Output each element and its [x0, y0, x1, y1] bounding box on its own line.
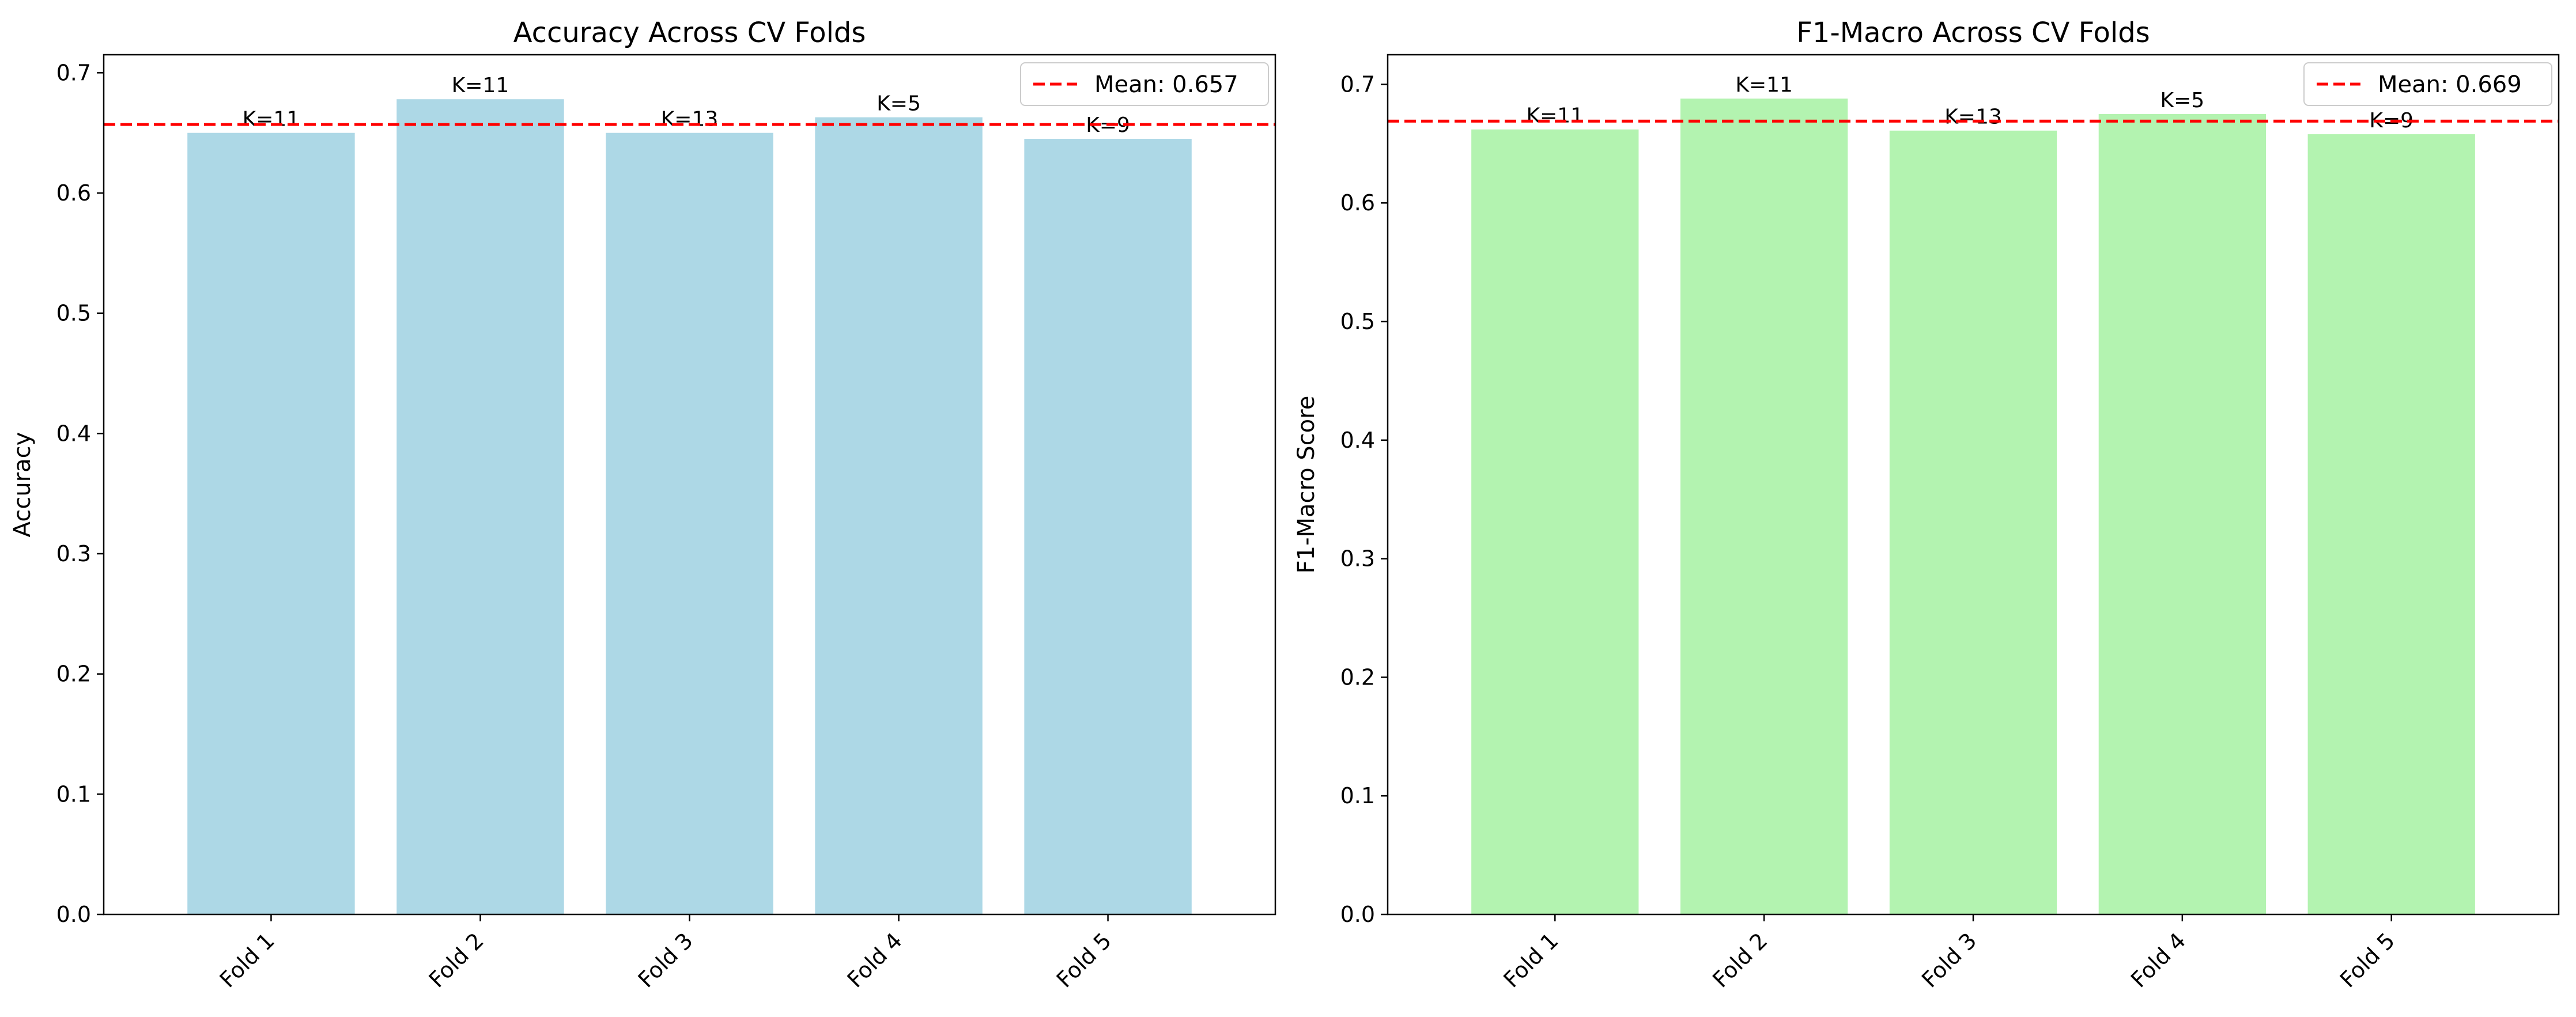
legend: Mean: 0.669	[2303, 62, 2552, 106]
bar-fold-2	[396, 99, 564, 915]
bar-label: K=11	[1735, 73, 1793, 97]
y-tick-label: 0.0	[56, 902, 91, 927]
x-tick-label: Fold 5	[1052, 928, 1116, 992]
bar-label: K=5	[2160, 89, 2205, 112]
y-tick-label: 0.0	[1340, 902, 1375, 927]
legend-label: Mean: 0.657	[1094, 71, 1238, 98]
bar-label: K=11	[452, 74, 509, 97]
y-tick-label: 0.7	[56, 60, 91, 85]
y-tick-label: 0.3	[56, 541, 91, 566]
chart-title: Accuracy Across CV Folds	[513, 17, 866, 49]
x-tick-label: Fold 1	[215, 928, 279, 992]
chart-title: F1-Macro Across CV Folds	[1796, 17, 2150, 49]
bar-fold-1	[187, 133, 355, 915]
legend: Mean: 0.657	[1020, 62, 1269, 106]
bar-label: K=13	[661, 108, 719, 131]
x-tick-label: Fold 2	[424, 928, 489, 992]
y-tick-label: 0.2	[56, 661, 91, 687]
y-tick-label: 0.4	[56, 421, 91, 446]
bar-fold-4	[815, 117, 983, 915]
x-tick-label: Fold 2	[1708, 928, 1772, 992]
bar-fold-2	[1680, 99, 1848, 915]
bar-label: K=13	[1944, 105, 2002, 129]
legend-box	[1020, 62, 1269, 106]
legend-label: Mean: 0.669	[2378, 71, 2522, 98]
bar-fold-3	[1889, 130, 2057, 915]
y-tick-label: 0.4	[1340, 428, 1375, 453]
bar-label: K=11	[1526, 104, 1584, 128]
y-tick-label: 0.3	[1340, 546, 1375, 572]
legend-box	[2303, 62, 2552, 106]
bar-fold-4	[2098, 114, 2266, 915]
y-tick-label: 0.7	[1340, 71, 1375, 97]
y-tick-label: 0.6	[1340, 190, 1375, 216]
bar-fold-3	[606, 133, 773, 915]
x-tick-label: Fold 1	[1498, 928, 1563, 992]
x-tick-label: Fold 3	[633, 928, 698, 992]
bar-fold-1	[1471, 129, 1639, 914]
y-tick-label: 0.5	[1340, 309, 1375, 334]
y-tick-label: 0.2	[1340, 664, 1375, 690]
bar-label: K=5	[877, 92, 921, 116]
x-tick-label: Fold 3	[1917, 928, 1981, 992]
x-tick-label: Fold 5	[2335, 928, 2400, 992]
chart-panel-1: K=11K=11K=13K=5K=90.00.10.20.30.40.50.60…	[9, 17, 1276, 992]
x-tick-label: Fold 4	[2126, 928, 2190, 992]
x-tick-label: Fold 4	[843, 928, 907, 992]
y-tick-label: 0.5	[56, 301, 91, 326]
bar-fold-5	[1024, 139, 1192, 914]
y-axis-label: Accuracy	[9, 432, 36, 538]
y-axis-label: F1-Macro Score	[1293, 396, 1320, 574]
y-tick-label: 0.6	[56, 180, 91, 206]
y-tick-label: 0.1	[1340, 783, 1375, 808]
y-tick-label: 0.1	[56, 781, 91, 807]
bar-label: K=11	[243, 108, 300, 131]
chart-panel-2: K=11K=11K=13K=5K=90.00.10.20.30.40.50.60…	[1293, 17, 2560, 992]
bar-fold-5	[2307, 134, 2475, 915]
